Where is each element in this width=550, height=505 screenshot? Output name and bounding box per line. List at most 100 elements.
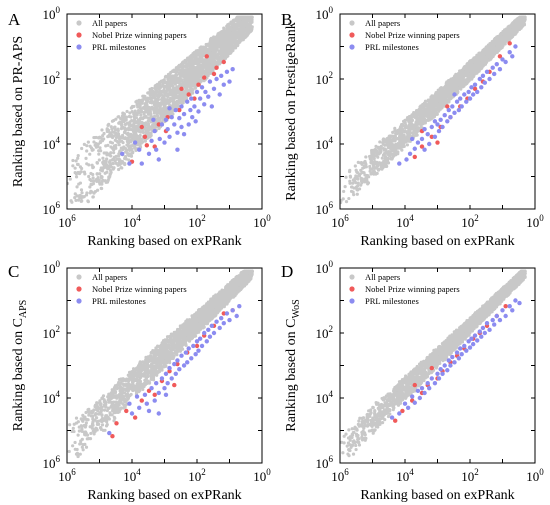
all-papers-point (138, 121, 143, 125)
all-papers-point (102, 131, 106, 136)
data-point (186, 122, 191, 127)
all-papers-point (189, 59, 193, 63)
all-papers-point (190, 89, 194, 93)
all-papers-point (146, 112, 151, 116)
y-tick-label: 102 (43, 70, 61, 87)
all-papers-point (206, 42, 211, 46)
all-papers-point (226, 23, 231, 27)
all-papers-point (353, 164, 357, 168)
all-papers-point (153, 91, 157, 96)
all-papers-point (211, 44, 215, 48)
all-papers-point (193, 52, 197, 56)
all-papers-point (147, 105, 151, 109)
all-papers-point (91, 165, 95, 169)
y-tick-label: 106 (43, 200, 61, 217)
all-papers-point (168, 100, 172, 104)
all-papers-point (227, 48, 231, 52)
all-papers-point (404, 138, 408, 142)
all-papers-point (117, 167, 121, 172)
all-papers-point (225, 30, 229, 34)
all-papers-point (71, 164, 75, 168)
data-point (197, 96, 203, 101)
all-papers-point (98, 140, 103, 144)
all-papers-point (197, 72, 201, 77)
all-papers-point (364, 155, 368, 159)
data-point (173, 107, 178, 113)
data-point (186, 92, 191, 97)
all-papers-point (136, 105, 140, 109)
all-papers-point (123, 136, 127, 140)
all-papers-point (405, 143, 410, 147)
all-papers-point (105, 163, 109, 168)
all-papers-point (222, 26, 226, 30)
all-papers-point (110, 127, 114, 131)
all-papers-point (198, 60, 203, 64)
all-papers-point (126, 127, 130, 131)
all-papers-point (86, 200, 90, 204)
all-papers-point (442, 104, 446, 108)
all-papers-point (247, 29, 251, 34)
all-papers-point (389, 147, 393, 151)
all-papers-point (232, 31, 236, 35)
all-papers-point (387, 153, 391, 157)
all-papers-point (370, 149, 374, 153)
all-papers-point (409, 131, 413, 135)
all-papers-point (393, 128, 397, 133)
all-papers-point (223, 39, 227, 43)
legend-label: PRL milestones (92, 42, 146, 52)
all-papers-point (224, 43, 228, 48)
all-papers-point (193, 76, 198, 80)
all-papers-point (163, 105, 167, 110)
all-papers-point (142, 115, 146, 119)
legend-marker (76, 44, 82, 50)
all-papers-point (92, 179, 96, 183)
all-papers-point (183, 83, 187, 87)
all-papers-point (107, 160, 112, 164)
all-papers-point (440, 103, 444, 107)
data-point (204, 54, 209, 59)
all-papers-point (400, 148, 404, 152)
data-point (227, 79, 232, 84)
all-papers-point (112, 144, 117, 148)
all-papers-point (189, 86, 193, 90)
all-papers-point (140, 110, 144, 114)
all-papers-point (353, 179, 357, 183)
data-point (156, 122, 161, 127)
all-papers-point (121, 133, 125, 137)
all-papers-point (184, 79, 188, 84)
data-point (137, 147, 142, 152)
all-papers-point (172, 74, 177, 78)
all-papers-point (131, 119, 135, 123)
all-papers-point (166, 92, 170, 96)
all-papers-point (202, 65, 206, 69)
all-papers-point (183, 94, 187, 98)
all-papers-point (235, 35, 240, 39)
all-papers-point (355, 192, 359, 196)
all-papers-point (118, 149, 122, 153)
data-point (152, 128, 157, 134)
all-papers-point (374, 144, 378, 148)
all-papers-point (85, 191, 89, 195)
all-papers-point (177, 78, 181, 82)
all-papers-point (105, 153, 109, 157)
data-point (196, 82, 201, 87)
data-point (154, 147, 159, 152)
all-papers-point (195, 48, 200, 53)
all-papers-point (100, 175, 104, 179)
all-papers-point (99, 166, 103, 170)
all-papers-point (169, 84, 173, 88)
all-papers-point (95, 172, 99, 176)
all-papers-point (344, 175, 348, 179)
all-papers-point (352, 193, 356, 197)
all-papers-point (223, 53, 227, 57)
all-papers-point (86, 140, 90, 144)
all-papers-point (95, 177, 99, 182)
all-papers-point (174, 68, 178, 73)
data-point (193, 119, 198, 124)
all-papers-point (92, 140, 96, 144)
data-point (157, 136, 162, 142)
all-papers-point (114, 135, 119, 140)
